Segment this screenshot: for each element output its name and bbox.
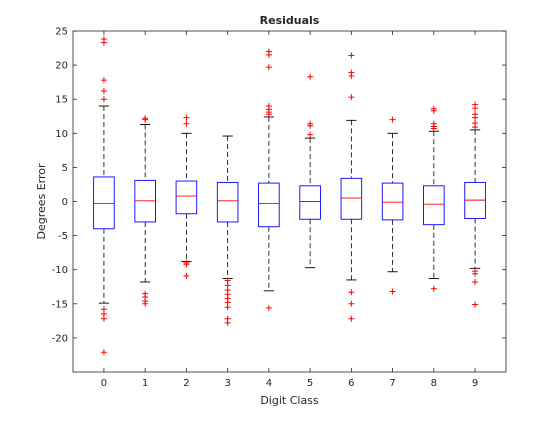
box-group-0 <box>93 36 115 356</box>
x-tick-label: 5 <box>307 378 313 389</box>
x-tick-label: 6 <box>348 378 354 389</box>
outlier-point <box>307 122 314 129</box>
y-tick-label: 10 <box>55 129 68 140</box>
y-tick-label: 25 <box>55 27 68 38</box>
outlier-point <box>430 125 437 132</box>
box-group-2 <box>175 114 198 279</box>
box-group-4 <box>258 48 280 311</box>
outlier-point <box>472 124 479 131</box>
outlier-point <box>348 315 355 322</box>
box <box>423 185 445 226</box>
outlier-point <box>100 349 107 356</box>
outlier-point <box>183 261 190 268</box>
outlier-point <box>265 304 272 311</box>
outlier-point <box>430 285 437 292</box>
box-group-8 <box>423 105 445 292</box>
x-tick-label: 7 <box>389 378 395 389</box>
y-tick-label: -15 <box>52 299 68 310</box>
x-tick-label: 3 <box>224 378 230 389</box>
outlier-point <box>100 77 107 84</box>
y-tick-label: 20 <box>55 61 68 72</box>
y-tick-label: -5 <box>58 231 68 242</box>
outlier-point <box>348 300 355 307</box>
outlier-point <box>348 52 355 59</box>
y-tick-label: 0 <box>62 197 68 208</box>
box-group-5 <box>299 73 321 269</box>
outlier-point <box>307 131 314 138</box>
y-tick-label: 5 <box>62 163 68 174</box>
outlier-point <box>224 304 231 311</box>
box <box>340 177 363 220</box>
outlier-point <box>100 96 107 103</box>
box <box>216 181 239 223</box>
x-tick-label: 1 <box>142 378 148 389</box>
box <box>381 182 404 221</box>
outlier-point <box>224 319 231 326</box>
outlier-point <box>100 39 107 46</box>
outlier-point <box>472 278 479 285</box>
x-tick-label: 9 <box>472 378 478 389</box>
x-tick-label: 2 <box>183 378 189 389</box>
x-tick-label: 8 <box>431 378 437 389</box>
x-tick-label: 4 <box>266 378 272 389</box>
outlier-point <box>142 116 149 123</box>
y-tick-label: -10 <box>52 265 68 276</box>
outlier-point <box>265 64 272 71</box>
outlier-point <box>265 51 272 58</box>
outlier-point <box>472 105 479 112</box>
box <box>299 185 321 220</box>
box-group-1 <box>134 115 156 307</box>
outlier-point <box>183 120 190 127</box>
box <box>258 182 280 228</box>
outlier-point <box>265 111 272 118</box>
outlier-point <box>472 301 479 308</box>
outlier-point <box>472 114 479 121</box>
chart-title: Residuals <box>260 14 320 27</box>
box <box>175 180 198 215</box>
box-group-9 <box>464 101 486 308</box>
outlier-point <box>472 270 479 277</box>
y-tick-label: 15 <box>55 95 68 106</box>
box-group-3 <box>216 135 239 326</box>
outlier-point <box>389 116 396 123</box>
outlier-point <box>348 289 355 296</box>
box <box>93 176 115 230</box>
x-axis-label: Digit Class <box>260 394 319 407</box>
box-group-6 <box>340 52 363 322</box>
axis-ticks: -20 -15 -10 -5 0 5 10 15 20 25 0 1 2 3 4 5 6 7 8 9 <box>52 27 506 389</box>
outlier-point <box>348 73 355 80</box>
outlier-point <box>348 94 355 101</box>
outlier-point <box>389 288 396 295</box>
outlier-point <box>100 88 107 95</box>
outlier-point <box>307 73 314 80</box>
outlier-point <box>183 272 190 279</box>
outlier-point <box>183 114 190 121</box>
plot-area <box>72 30 507 373</box>
outlier-point <box>100 315 107 322</box>
box-group-7 <box>381 116 404 295</box>
y-axis-label: Degrees Error <box>35 163 48 240</box>
outlier-point <box>430 107 437 114</box>
y-tick-label: -20 <box>52 333 68 344</box>
outlier-point <box>142 300 149 307</box>
x-tick-label: 0 <box>101 378 107 389</box>
chart-marks <box>93 36 486 356</box>
